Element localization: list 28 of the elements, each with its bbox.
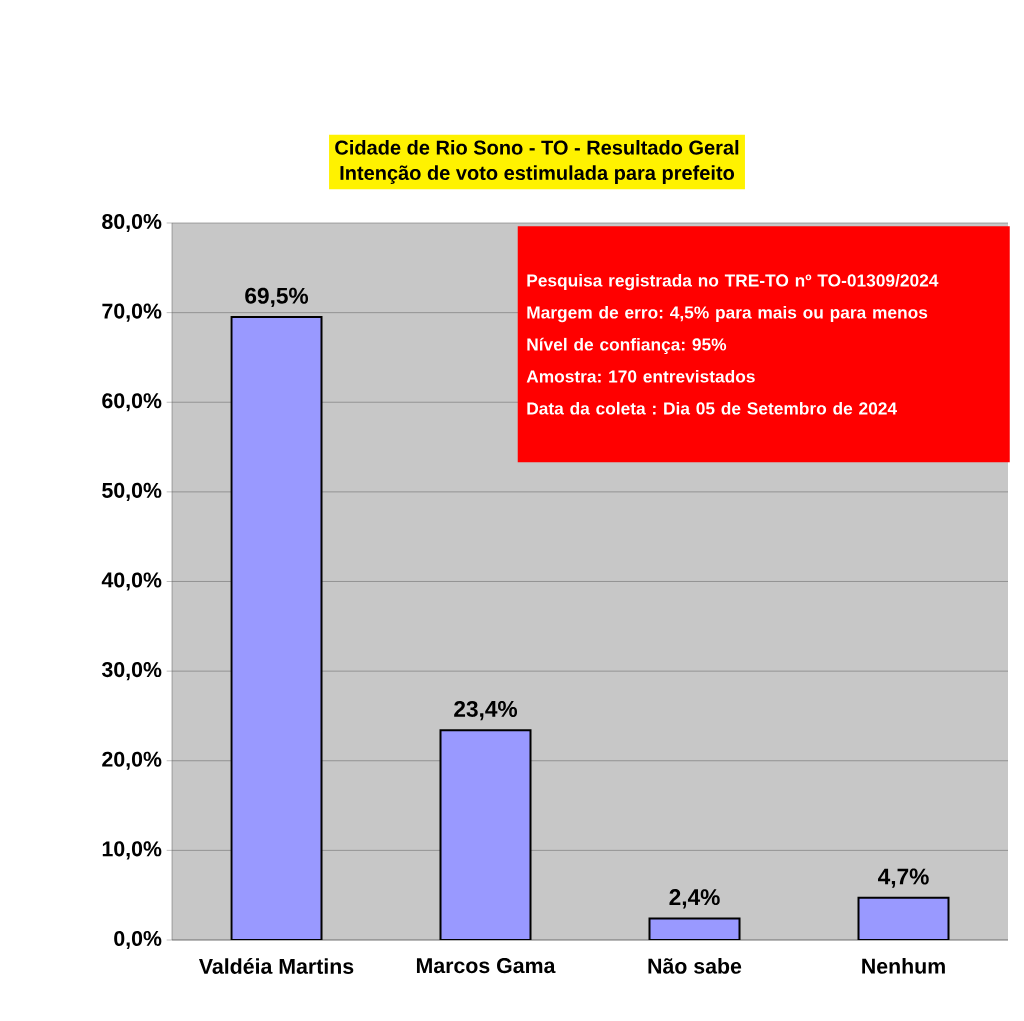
annotation: Amostra: 170 entrevistados (526, 369, 755, 383)
data-label: 4,7% (878, 868, 929, 888)
y-tick-label: 30,0% (101, 662, 162, 681)
bar (230, 316, 323, 940)
data-label: 2,4% (669, 889, 720, 909)
y-tick-label: 20,0% (102, 751, 162, 770)
chart-subtitle: Intenção de voto estimulada para prefeito (340, 165, 735, 184)
data-label: 69,5% (245, 287, 309, 308)
x-tick-label: Valdéia Martins (198, 958, 354, 974)
x-tick-label: Não sabe (648, 958, 742, 974)
y-tick-label: 10,0% (102, 841, 162, 860)
y-tick-label: 40,0% (101, 572, 162, 591)
y-tick-label: 0,0% (114, 930, 162, 950)
data-label: 23,4% (454, 700, 518, 721)
x-tick-label: Marcos Gama (416, 958, 556, 974)
annotation: Nível de confiança: 95% (527, 337, 727, 355)
y-tick-label: 70,0% (102, 303, 162, 322)
y-tick-label: 60,0% (102, 393, 162, 412)
x-tick-label: Nenhum (862, 958, 945, 974)
y-tick-label: 80,0% (102, 213, 162, 233)
bar (439, 729, 532, 940)
bar (648, 917, 741, 940)
annotation: Data da coleta : Dia 05 de Setembro de 2024 (527, 401, 897, 415)
y-tick-label: 50,0% (102, 482, 162, 501)
chart-title: Cidade de Rio Sono - TO - Resultado Geral (335, 140, 739, 155)
annotation: Pesquisa registrada no TRE-TO nº TO-01309/2024 (527, 273, 939, 291)
bar (857, 896, 950, 940)
annotation: Margem de erro: 4,5% para mais ou para menos (527, 305, 928, 323)
